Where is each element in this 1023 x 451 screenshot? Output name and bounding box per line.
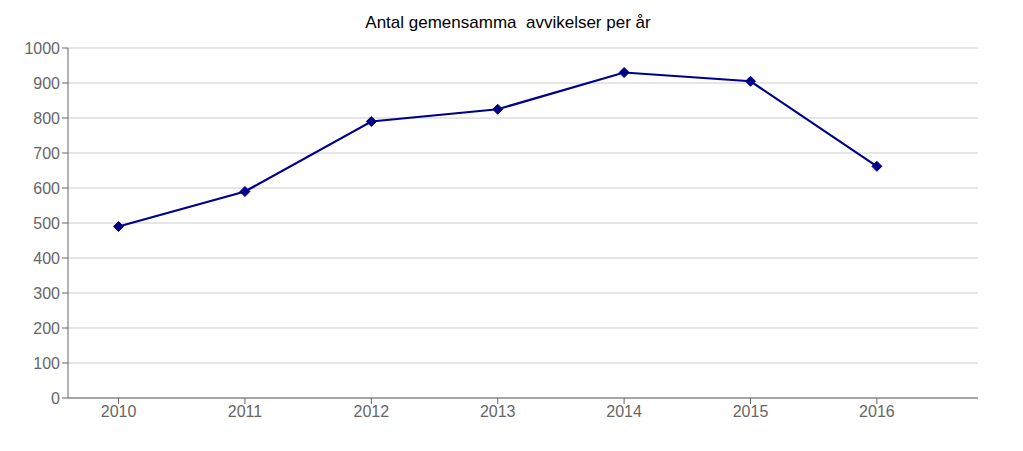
svg-text:2013: 2013 [480,403,516,420]
svg-text:2015: 2015 [733,403,769,420]
svg-text:900: 900 [33,75,60,92]
svg-text:500: 500 [33,215,60,232]
svg-text:400: 400 [33,250,60,267]
svg-text:800: 800 [33,110,60,127]
svg-text:100: 100 [33,355,60,372]
html-text:Antal gemensamma avvikelser pe: Antal gemensamma avvikelser per år [365,13,651,32]
svg-text:2014: 2014 [606,403,642,420]
svg-text:2016: 2016 [859,403,895,420]
svg-text:0: 0 [51,390,60,407]
svg-text:2010: 2010 [101,403,137,420]
svg-text:2012: 2012 [354,403,390,420]
svg-text:2011: 2011 [228,403,263,420]
svg-text:600: 600 [33,180,60,197]
svg-text:200: 200 [33,320,60,337]
svg-text:1000: 1000 [24,40,60,57]
svg-text:300: 300 [33,285,60,302]
svg-text:700: 700 [33,145,60,162]
